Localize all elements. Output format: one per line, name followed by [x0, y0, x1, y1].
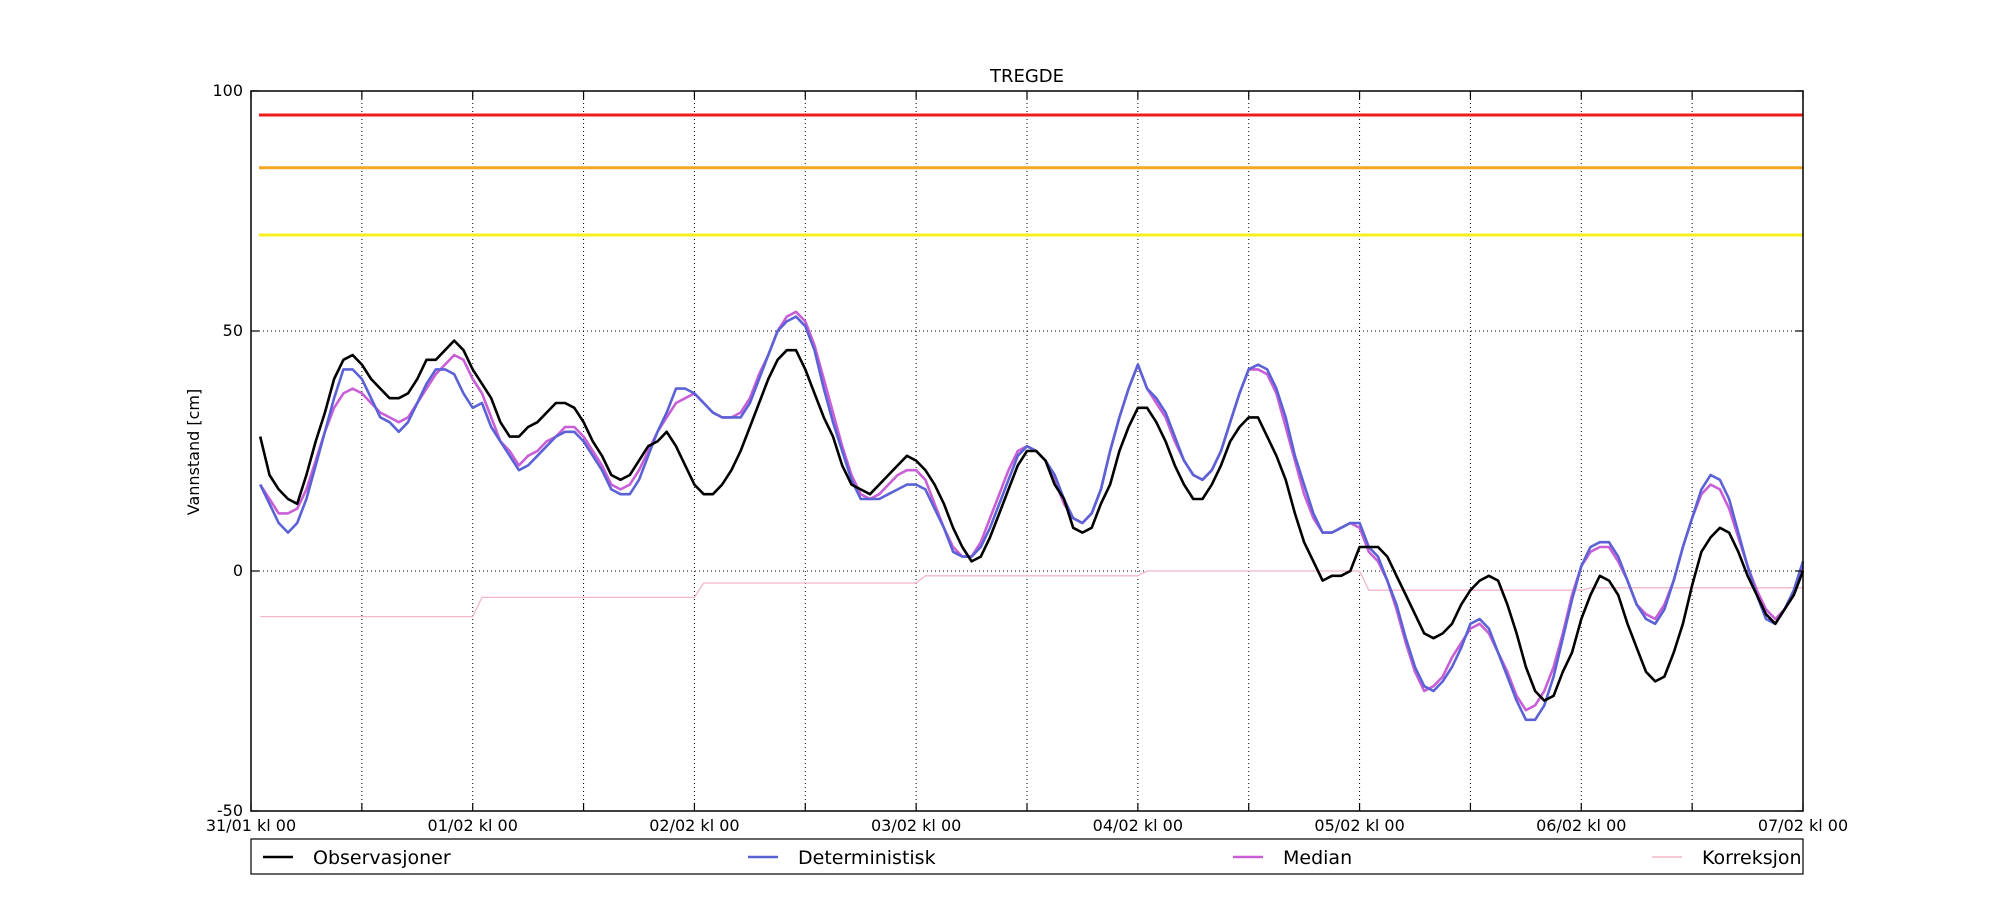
x-tick-label: 06/02 kl 00 [1536, 816, 1626, 835]
threshold-lines [259, 113, 1803, 237]
x-ticks: 31/01 kl 00 01/02 kl 00 02/02 kl 00 03/02 k… [206, 91, 1848, 835]
legend-label: Korreksjon [1702, 847, 1802, 869]
legend: Observasjoner Deterministisk Median Korreks… [250, 838, 1804, 875]
y-axis-label: Vannstand [cm] [184, 389, 203, 515]
series-line-deterministisk [259, 315, 1805, 722]
y-tick-label: -50 [217, 801, 243, 820]
legend-label: Median [1283, 847, 1352, 869]
y-tick-label: 0 [233, 561, 243, 580]
y-tick-label: 50 [223, 321, 243, 340]
y-tick-label: 100 [212, 81, 243, 100]
x-tick-label: 07/02 kl 00 [1758, 816, 1848, 835]
series-line-korreksjon [260, 570, 1803, 618]
x-tick-label: 04/02 kl 00 [1093, 816, 1183, 835]
series-line-observasjoner [258, 339, 1805, 702]
x-tick-label: 03/02 kl 00 [871, 816, 961, 835]
series-lines [258, 310, 1805, 722]
legend-label: Deterministisk [798, 847, 936, 869]
legend-label: Observasjoner [313, 847, 451, 869]
legend-frame [250, 838, 1804, 875]
x-tick-label: 31/01 kl 00 [206, 816, 296, 835]
x-tick-label: 01/02 kl 00 [428, 816, 518, 835]
grid [251, 91, 1803, 811]
x-tick-label: 02/02 kl 00 [649, 816, 739, 835]
x-tick-label: 05/02 kl 00 [1314, 816, 1404, 835]
chart-title: TREGDE [989, 66, 1064, 87]
y-ticks: -50 0 50 100 [212, 81, 1803, 820]
